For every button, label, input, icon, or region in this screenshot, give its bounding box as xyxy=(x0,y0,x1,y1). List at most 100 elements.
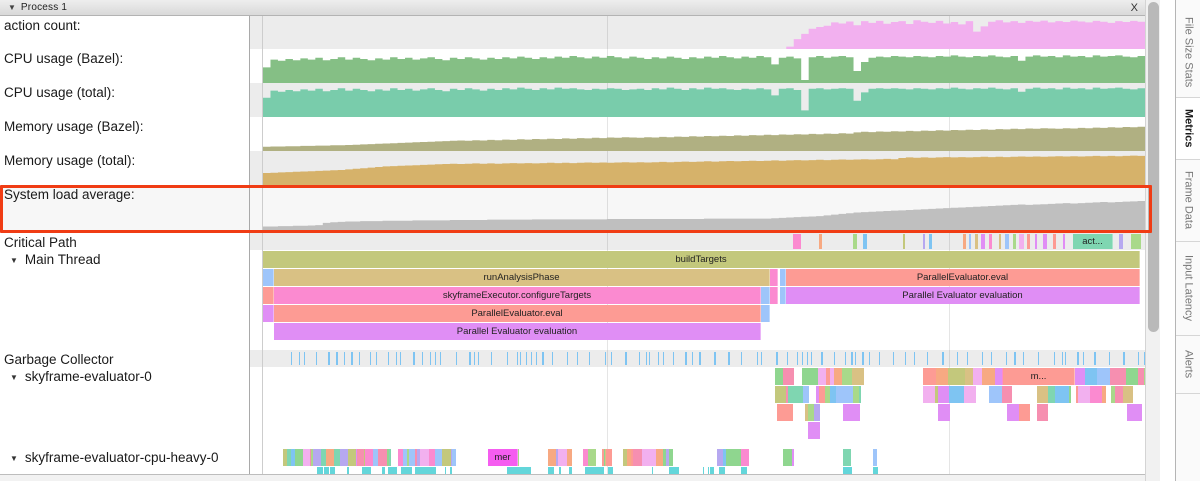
gc-event-tick[interactable] xyxy=(914,352,915,365)
gc-event-tick[interactable] xyxy=(440,352,441,365)
flame-slice[interactable] xyxy=(775,386,782,403)
gc-event-tick[interactable] xyxy=(663,352,664,365)
flame-slice[interactable] xyxy=(843,467,848,474)
gc-event-tick[interactable] xyxy=(388,352,389,365)
flame-slice[interactable] xyxy=(642,449,648,466)
flame-slice[interactable] xyxy=(567,449,572,466)
gc-event-tick[interactable] xyxy=(1138,352,1139,365)
flame-slice[interactable] xyxy=(303,449,306,466)
flame-slice[interactable] xyxy=(923,368,936,385)
gc-event-tick[interactable] xyxy=(413,352,415,365)
flame-slice[interactable] xyxy=(995,368,1002,385)
flame-slice[interactable] xyxy=(982,368,995,385)
flame-slice[interactable] xyxy=(317,467,323,474)
flame-slice[interactable] xyxy=(733,449,741,466)
flame-slice[interactable] xyxy=(726,449,733,466)
flame-slice[interactable] xyxy=(717,449,723,466)
track-row[interactable]: action count: xyxy=(0,16,1160,49)
gc-event-tick[interactable] xyxy=(639,352,640,365)
gc-event-tick[interactable] xyxy=(542,352,544,365)
flame-slice[interactable] xyxy=(415,449,417,466)
flame-slice[interactable] xyxy=(417,449,420,466)
gc-event-tick[interactable] xyxy=(456,352,457,365)
flame-slice[interactable] xyxy=(548,449,556,466)
flame-slice[interactable] xyxy=(935,386,938,403)
vertical-scrollbar[interactable] xyxy=(1145,0,1160,481)
gc-event-tick[interactable] xyxy=(376,352,377,365)
flame-slice[interactable] xyxy=(819,386,825,403)
flame-slice[interactable] xyxy=(1069,386,1071,403)
flame-slice[interactable] xyxy=(527,467,531,474)
flame-slice[interactable] xyxy=(606,449,612,466)
flame-slice[interactable] xyxy=(1090,386,1102,403)
flame-slice[interactable] xyxy=(669,467,672,474)
gc-event-tick[interactable] xyxy=(673,352,674,365)
flame-slice[interactable] xyxy=(1115,386,1123,403)
critical-path-slice[interactable] xyxy=(981,234,985,249)
gc-event-tick[interactable] xyxy=(927,352,928,365)
flame-slice[interactable]: ParallelEvaluator.eval xyxy=(274,305,761,322)
gc-event-tick[interactable] xyxy=(625,352,627,365)
gc-event-tick[interactable] xyxy=(982,352,983,365)
gc-event-tick[interactable] xyxy=(728,352,730,365)
critical-path-slice[interactable] xyxy=(853,234,857,249)
gc-event-tick[interactable] xyxy=(336,352,338,365)
flame-slice[interactable] xyxy=(450,467,452,474)
gc-event-tick[interactable] xyxy=(328,352,330,365)
flame-slice[interactable] xyxy=(938,404,950,421)
gc-event-tick[interactable] xyxy=(807,352,808,365)
flame-slice[interactable] xyxy=(334,449,340,466)
flame-slice[interactable] xyxy=(808,422,820,439)
flame-slice[interactable] xyxy=(558,449,567,466)
track-label-cell[interactable]: Garbage Collector xyxy=(0,350,250,367)
flame-slice[interactable] xyxy=(834,368,842,385)
flame-slice[interactable] xyxy=(938,386,949,403)
gc-event-tick[interactable] xyxy=(1065,352,1066,365)
track-canvas[interactable] xyxy=(263,151,1160,185)
gc-event-tick[interactable] xyxy=(567,352,568,365)
gc-event-tick[interactable] xyxy=(741,352,742,365)
flame-slice[interactable] xyxy=(780,287,786,304)
flame-slice[interactable] xyxy=(356,449,357,466)
gc-event-tick[interactable] xyxy=(1083,352,1084,365)
flame-slice[interactable] xyxy=(583,449,588,466)
gc-event-tick[interactable] xyxy=(649,352,650,365)
flame-slice[interactable] xyxy=(513,467,522,474)
gc-event-tick[interactable] xyxy=(589,352,590,365)
critical-path-slice[interactable] xyxy=(989,234,992,249)
gc-event-tick[interactable] xyxy=(536,352,537,365)
flame-slice[interactable] xyxy=(826,368,830,385)
track-row[interactable]: Memory usage (Bazel): xyxy=(0,117,1160,151)
flame-slice[interactable] xyxy=(964,386,976,403)
critical-path-slice[interactable] xyxy=(819,234,822,249)
flame-slice[interactable] xyxy=(782,386,786,403)
gc-event-tick[interactable] xyxy=(802,352,803,365)
track-row[interactable]: Critical Path act... xyxy=(0,233,1160,250)
flame-slice[interactable] xyxy=(429,449,435,466)
flame-slice[interactable] xyxy=(302,449,303,466)
track-canvas[interactable] xyxy=(263,16,1160,49)
flame-slice[interactable] xyxy=(1037,404,1048,421)
flame-slice[interactable] xyxy=(648,449,656,466)
flame-slice[interactable] xyxy=(445,467,446,474)
flame-slice[interactable] xyxy=(666,449,669,466)
flame-slice[interactable] xyxy=(802,368,818,385)
flame-slice[interactable] xyxy=(830,386,836,403)
vertical-scrollbar-thumb[interactable] xyxy=(1148,2,1159,332)
flame-slice[interactable] xyxy=(429,467,436,474)
flame-slice[interactable] xyxy=(522,467,527,474)
process-header-bar[interactable]: ▼ Process 1 X xyxy=(0,0,1160,16)
track-canvas[interactable]: buildTargets runAnalysisPhase ParallelEval… xyxy=(263,250,1160,350)
flame-slice[interactable] xyxy=(348,449,356,466)
flame-slice[interactable] xyxy=(382,467,385,474)
flame-slice[interactable] xyxy=(669,449,673,466)
gc-event-tick[interactable] xyxy=(834,352,835,365)
flame-slice[interactable] xyxy=(1126,368,1138,385)
flame-slice[interactable] xyxy=(1097,368,1110,385)
critical-path-slice[interactable] xyxy=(929,234,932,249)
right-tab-file-size-stats[interactable]: File Size Stats xyxy=(1176,8,1200,98)
gc-event-tick[interactable] xyxy=(359,352,360,365)
flame-slice[interactable]: skyframeExecutor.configureTargets xyxy=(274,287,761,304)
gc-event-tick[interactable] xyxy=(577,352,578,365)
critical-path-slice[interactable] xyxy=(1063,234,1065,249)
